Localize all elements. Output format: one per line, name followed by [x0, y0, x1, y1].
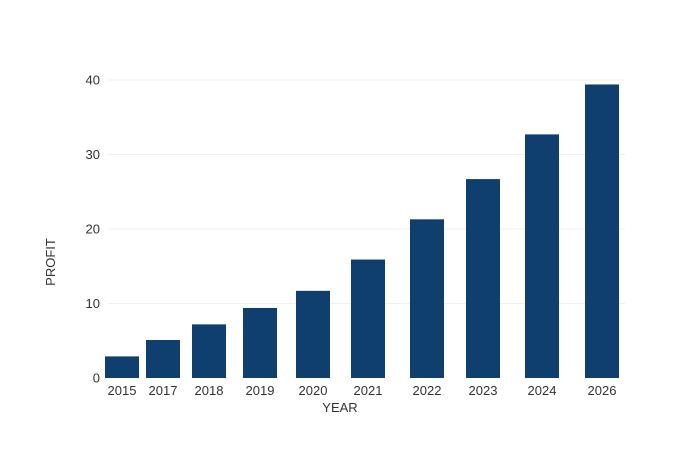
bar-2023: [466, 179, 500, 378]
bar-2021: [351, 259, 385, 378]
bar-2018: [192, 324, 226, 378]
x-tick-label: 2015: [108, 383, 137, 398]
y-axis-title: PROFIT: [43, 238, 58, 286]
x-tick-label: 2021: [354, 383, 383, 398]
bar-2024: [525, 134, 559, 378]
y-tick-label: 10: [86, 296, 100, 311]
x-tick-label: 2026: [588, 383, 617, 398]
x-tick-label: 2018: [195, 383, 224, 398]
x-axis-ticks: 2015 2017 2018 2019 2020 2021 2022 2023 2024 2026: [108, 383, 617, 398]
bar-2019: [243, 307, 277, 378]
bar-2015: [105, 356, 139, 378]
y-tick-label: 20: [86, 222, 100, 237]
bar-2020: [296, 290, 330, 378]
y-tick-label: 30: [86, 147, 100, 162]
x-axis-title: YEAR: [322, 400, 357, 415]
x-tick-label: 2024: [528, 383, 557, 398]
y-tick-label: 0: [93, 371, 100, 386]
x-tick-label: 2019: [246, 383, 275, 398]
bar-2026: [585, 84, 619, 378]
y-axis-ticks: 0 10 20 30 40: [86, 73, 100, 386]
x-tick-label: 2022: [413, 383, 442, 398]
x-tick-label: 2023: [469, 383, 498, 398]
bar-2022: [410, 219, 444, 378]
x-tick-label: 2020: [299, 383, 328, 398]
x-tick-label: 2017: [149, 383, 178, 398]
y-tick-label: 40: [86, 73, 100, 88]
bars: [105, 84, 619, 378]
bar-2017: [146, 340, 180, 378]
